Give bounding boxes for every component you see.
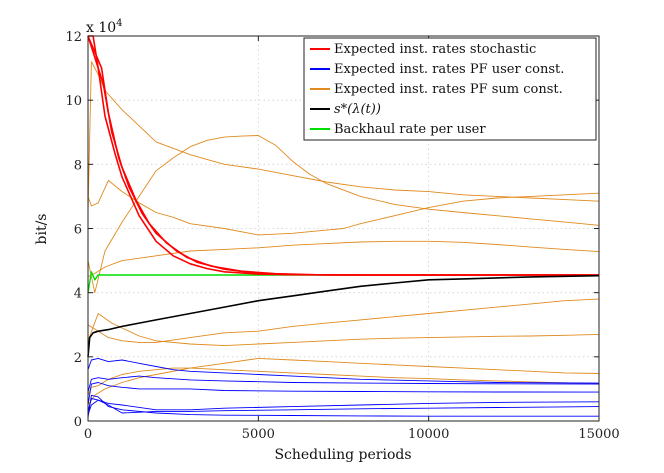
series-line-pf-user-const-2 [87, 375, 600, 393]
y-tick-label: 10 [65, 94, 82, 109]
series-line-pf-sum-const-3 [87, 179, 600, 236]
series-group [87, 35, 600, 418]
series-line-expected-inst-rates-stochastic-3 [87, 35, 599, 276]
x-axis-label: Scheduling periods [274, 447, 411, 463]
y-tick-label: 0 [74, 415, 82, 430]
series-line-pf-sum-const-6 [87, 313, 600, 347]
series-line-pf-sum-const-7 [87, 357, 600, 406]
y-tick-label: 12 [65, 30, 82, 45]
series-line-pf-user-const-5 [87, 399, 600, 415]
legend-label-stochastic: Expected inst. rates stochastic [334, 42, 536, 57]
series-line-pf-sum-const-4 [87, 240, 600, 278]
y-tick-label: 8 [74, 158, 82, 173]
series-line-pf-user-const-1 [87, 357, 600, 384]
tick-labels-group: 0 5000 10000 15000 0 2 4 6 8 10 12 [65, 30, 619, 442]
y-axis-label: bit/s [34, 214, 50, 245]
x-tick-label: 0 [84, 427, 92, 442]
x-tick-label: 5000 [242, 427, 275, 442]
legend-entry-backhaul: Backhaul rate per user [310, 122, 486, 137]
series-line-s-t [87, 274, 600, 357]
legend-label-s-star: s*(λ(t)) [334, 102, 381, 117]
y-tick-label: 2 [74, 351, 82, 366]
legend: Expected inst. rates stochastic Expected… [303, 37, 597, 141]
y-tick-label: 6 [74, 223, 82, 238]
legend-label-pf-user: Expected inst. rates PF user const. [334, 62, 564, 77]
legend-entry-s-star: s*(λ(t)) [310, 102, 381, 117]
legend-label-pf-sum: Expected inst. rates PF sum const. [334, 82, 563, 97]
legend-entry-pf-sum: Expected inst. rates PF sum const. [310, 82, 563, 97]
legend-entry-stochastic: Expected inst. rates stochastic [310, 42, 536, 57]
legend-entry-pf-user: Expected inst. rates PF user const. [310, 62, 564, 77]
x-tick-label: 15000 [578, 427, 619, 442]
legend-box [303, 37, 597, 141]
series-line-pf-sum-const-8 [87, 367, 600, 396]
legend-label-backhaul: Backhaul rate per user [334, 122, 486, 137]
y-exponent-label: x 104 [86, 18, 123, 36]
series-line-pf-user-const-3 [87, 382, 600, 406]
y-tick-label: 4 [74, 287, 82, 302]
series-line-pf-sum-const-5 [87, 298, 600, 343]
x-tick-label: 10000 [408, 427, 449, 442]
